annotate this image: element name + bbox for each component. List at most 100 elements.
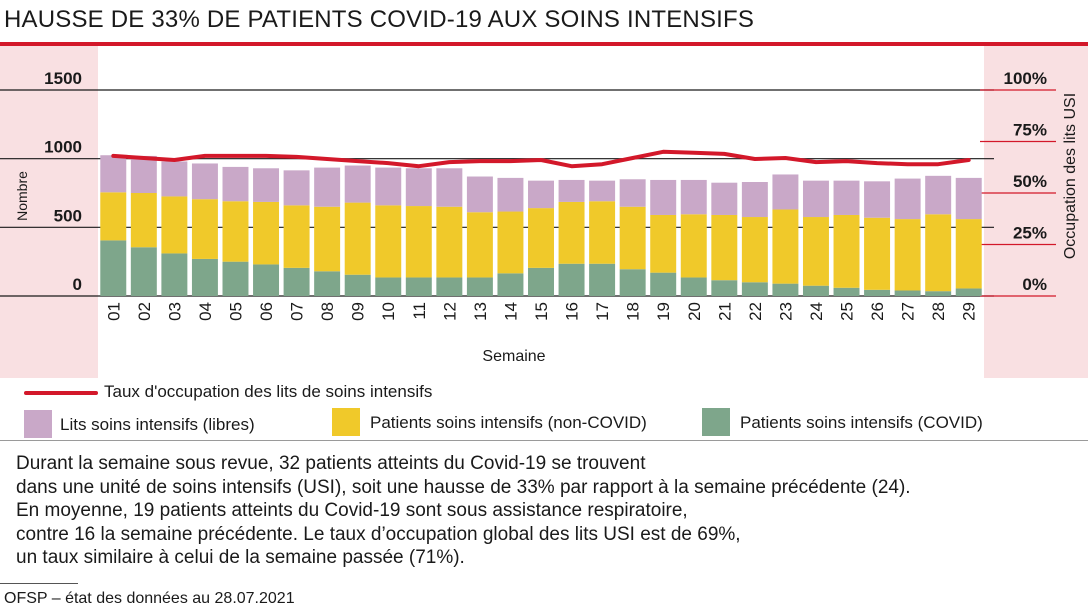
x-tick-label: 29 bbox=[960, 302, 979, 321]
y2-axis-label: Occupation des lits USI bbox=[1062, 93, 1079, 259]
bar-segment-covid bbox=[711, 280, 738, 296]
bar-segment-non-covid bbox=[191, 199, 218, 259]
bar-segment-libres bbox=[680, 179, 707, 215]
bar-segment-non-covid bbox=[711, 214, 738, 281]
x-tick-label: 24 bbox=[807, 302, 826, 321]
legend-line-swatch bbox=[24, 391, 98, 395]
x-tick-label: 23 bbox=[776, 302, 795, 321]
bar-segment-covid bbox=[375, 277, 402, 296]
bar-segment-covid bbox=[130, 247, 157, 296]
source-rule bbox=[0, 583, 78, 584]
bar-segment-libres bbox=[130, 155, 157, 193]
bar-segment-libres bbox=[650, 179, 677, 215]
chart-title: HAUSSE DE 33% DE PATIENTS COVID-19 AUX S… bbox=[4, 6, 755, 33]
bar-segment-covid bbox=[833, 287, 860, 296]
x-tick-label: 09 bbox=[349, 302, 368, 321]
x-tick-label: 10 bbox=[379, 302, 398, 321]
x-tick-label: 01 bbox=[104, 302, 123, 321]
bar-segment-non-covid bbox=[253, 201, 280, 265]
legend-label-libres: Lits soins intensifs (libres) bbox=[60, 415, 255, 434]
bar-segment-covid bbox=[497, 273, 524, 296]
x-tick-label: 19 bbox=[654, 302, 673, 321]
bar-segment-covid bbox=[955, 288, 982, 296]
x-tick-label: 27 bbox=[899, 302, 918, 321]
bar-segment-non-covid bbox=[130, 193, 157, 248]
x-tick-label: 20 bbox=[685, 302, 704, 321]
bars bbox=[100, 155, 982, 296]
legend-label-non-covid: Patients soins intensifs (non-COVID) bbox=[370, 413, 647, 432]
description-text: Durant la semaine sous revue, 32 patient… bbox=[16, 452, 1076, 570]
bar-segment-covid bbox=[436, 277, 463, 296]
bar-segment-non-covid bbox=[100, 192, 127, 241]
bar-segment-non-covid bbox=[344, 202, 371, 275]
bar-segment-libres bbox=[222, 166, 249, 202]
bar-segment-non-covid bbox=[497, 211, 524, 274]
x-tick-label: 14 bbox=[501, 302, 520, 321]
bar-segment-covid bbox=[741, 282, 768, 296]
occupancy-line-layer bbox=[111, 149, 971, 169]
bar-segment-non-covid bbox=[466, 212, 493, 278]
bar-segment-libres bbox=[619, 179, 646, 207]
legend-swatch-non-covid bbox=[332, 408, 360, 436]
bar-segment-libres bbox=[497, 177, 524, 212]
y-axis-right: 0% 25% 50% 75% 100% bbox=[1004, 69, 1047, 294]
y2-tick-label: 100% bbox=[1004, 69, 1047, 88]
bar-segment-libres bbox=[894, 178, 921, 220]
bar-segment-covid bbox=[314, 271, 341, 296]
legend-swatch-libres bbox=[24, 410, 52, 438]
bar-segment-non-covid bbox=[558, 201, 585, 264]
x-tick-label: 07 bbox=[288, 302, 307, 321]
bar-segment-libres bbox=[955, 177, 982, 220]
legend-label-covid: Patients soins intensifs (COVID) bbox=[740, 413, 983, 432]
bar-segment-covid bbox=[191, 258, 218, 296]
bar-segment-libres bbox=[253, 168, 280, 202]
bar-segment-libres bbox=[528, 180, 554, 209]
x-tick-label: 16 bbox=[563, 302, 582, 321]
bar-segment-non-covid bbox=[405, 206, 432, 278]
title-rule bbox=[0, 42, 1088, 46]
bar-segment-non-covid bbox=[894, 219, 921, 291]
description-line: Durant la semaine sous revue, 32 patient… bbox=[16, 453, 646, 474]
bar-segment-non-covid bbox=[283, 205, 310, 268]
bar-segment-non-covid bbox=[314, 206, 341, 272]
bar-segment-covid bbox=[344, 274, 371, 296]
bar-segment-libres bbox=[741, 182, 768, 218]
y2-tick-label: 25% bbox=[1013, 224, 1047, 243]
x-tick-label: 13 bbox=[471, 302, 490, 321]
bar-segment-covid bbox=[864, 289, 891, 296]
bar-segment-libres bbox=[436, 168, 463, 207]
y2-tick-label: 75% bbox=[1013, 121, 1047, 140]
bar-segment-libres bbox=[802, 180, 829, 218]
bar-segment-non-covid bbox=[528, 208, 554, 268]
bar-segment-libres bbox=[925, 175, 952, 215]
x-tick-label: 11 bbox=[410, 302, 429, 320]
x-axis: 01 02 03 04 05 06 07 08 09 10 11 12 13 14 15 16 17 18 19 20… bbox=[104, 302, 978, 321]
x-tick-label: 06 bbox=[257, 302, 276, 321]
bar-segment-libres bbox=[772, 174, 799, 210]
bar-segment-libres bbox=[589, 180, 616, 202]
y-tick-label: 0 bbox=[73, 275, 82, 294]
bar-segment-libres bbox=[100, 155, 127, 193]
x-tick-label: 17 bbox=[593, 302, 612, 321]
bar-segment-non-covid bbox=[833, 214, 860, 288]
description-line: contre 16 la semaine précédente. Le taux… bbox=[16, 523, 741, 545]
bar-segment-non-covid bbox=[375, 205, 402, 278]
legend-label-occupancy: Taux d'occupation des lits de soins inte… bbox=[104, 382, 433, 401]
x-tick-label: 26 bbox=[868, 302, 887, 321]
bar-segment-libres bbox=[191, 163, 218, 200]
x-tick-label: 08 bbox=[318, 302, 337, 321]
bar-segment-non-covid bbox=[772, 209, 799, 284]
bar-segment-covid bbox=[283, 267, 310, 296]
bar-segment-covid bbox=[253, 264, 280, 296]
x-tick-label: 04 bbox=[196, 302, 215, 321]
bar-segment-libres bbox=[833, 180, 860, 215]
x-tick-label: 02 bbox=[135, 302, 154, 321]
bar-segment-non-covid bbox=[802, 217, 829, 286]
x-tick-label: 15 bbox=[532, 302, 551, 321]
bar-segment-covid bbox=[528, 267, 554, 296]
bar-segment-covid bbox=[466, 277, 493, 296]
bar-segment-covid bbox=[405, 277, 432, 296]
bar-segment-non-covid bbox=[161, 196, 188, 254]
bar-segment-covid bbox=[802, 285, 829, 296]
